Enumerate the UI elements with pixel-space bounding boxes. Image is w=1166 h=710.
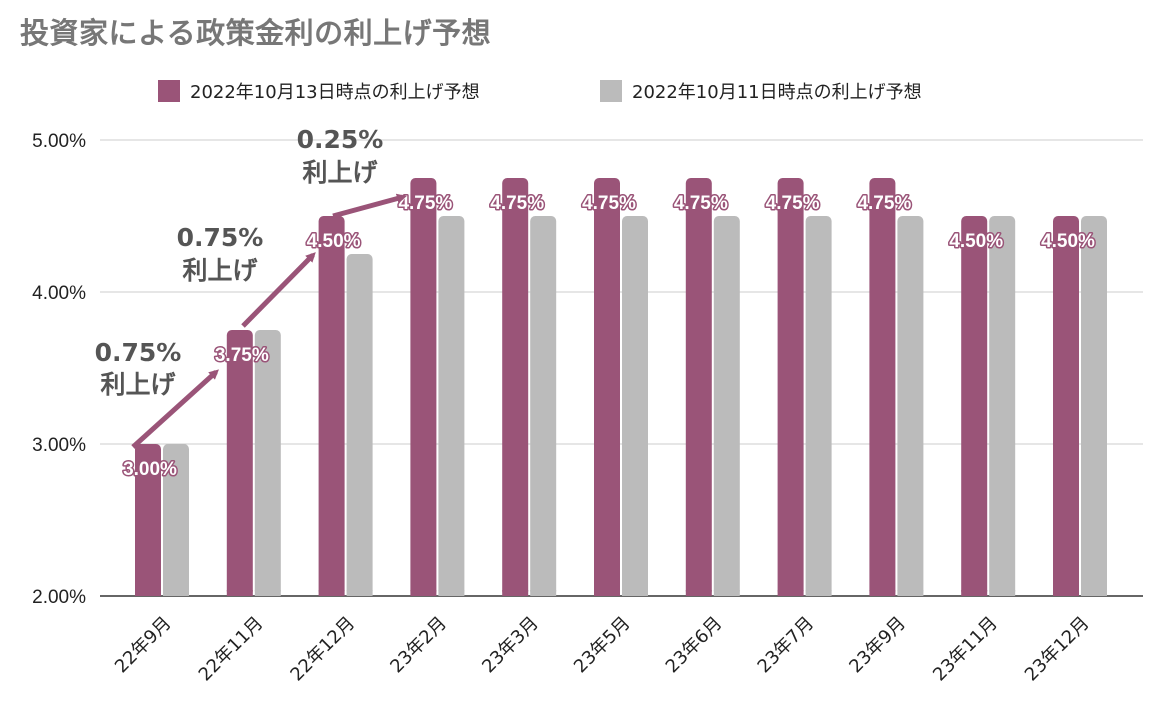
bar-series-2-base <box>989 590 1016 596</box>
data-label-series-1: 4.50% <box>307 231 361 252</box>
x-category-label: 23年12月 <box>1021 613 1094 686</box>
annotation-percent: 0.75% <box>177 223 264 252</box>
bar-series-2-base <box>530 590 557 596</box>
data-label-series-1: 4.75% <box>582 193 636 214</box>
bar-series-1-base <box>961 590 988 596</box>
y-tick-label: 5.00% <box>32 131 86 152</box>
bar-series-1 <box>226 330 253 596</box>
legend-item-series-2: 2022年10月11日時点の利上げ予想 <box>600 74 922 108</box>
data-label-series-1: 3.00% <box>123 459 177 480</box>
bar-series-1 <box>318 216 345 596</box>
x-category-label: 22年12月 <box>286 613 359 686</box>
x-category-label: 22年9月 <box>111 613 176 678</box>
x-category-label: 22年11月 <box>195 613 268 686</box>
legend-swatch-series-2 <box>600 80 622 102</box>
data-label-series-1: 4.75% <box>766 193 820 214</box>
bar-series-1-base <box>777 590 804 596</box>
bar-series-1 <box>135 444 161 596</box>
legend-label-series-1: 2022年10月13日時点の利上げ予想 <box>190 82 480 103</box>
bar-series-2-base <box>622 590 648 596</box>
bar-series-2-base <box>897 590 924 596</box>
bar-series-2 <box>713 216 740 596</box>
x-category-label: 23年9月 <box>845 613 910 678</box>
legend-item-series-1: 2022年10月13日時点の利上げ予想 <box>158 74 480 108</box>
annotation-caption: 利上げ <box>302 158 378 187</box>
bar-series-1 <box>961 216 988 596</box>
y-tick-label: 3.00% <box>32 435 86 456</box>
annotation-caption: 利上げ <box>100 370 176 399</box>
data-label-series-1: 4.75% <box>490 193 544 214</box>
y-tick-label: 4.00% <box>32 283 86 304</box>
bar-series-1-base <box>410 590 437 596</box>
x-category-label: 23年7月 <box>754 613 819 678</box>
bar-series-1 <box>777 178 804 596</box>
bar-series-1-base <box>685 590 712 596</box>
bar-series-2 <box>897 216 924 596</box>
bar-series-2-base <box>346 590 373 596</box>
legend-swatch-series-1 <box>158 80 180 102</box>
bar-series-2-base <box>805 590 832 596</box>
data-label-series-1: 3.75% <box>215 345 269 366</box>
data-label-series-1: 4.50% <box>949 231 1003 252</box>
bar-series-2 <box>805 216 832 596</box>
bar-series-1 <box>869 178 896 596</box>
bar-series-1-base <box>318 590 345 596</box>
bar-series-2 <box>438 216 465 596</box>
annotation-arrow <box>332 193 407 219</box>
annotation-percent: 0.75% <box>95 338 182 367</box>
bar-series-1-base <box>1053 590 1079 596</box>
data-label-series-1: 4.75% <box>674 193 728 214</box>
data-label-series-1: 4.50% <box>1041 231 1095 252</box>
legend-label-series-2: 2022年10月11日時点の利上げ予想 <box>632 82 922 103</box>
data-label-series-1: 4.75% <box>398 193 452 214</box>
bar-series-1 <box>410 178 437 596</box>
bar-series-1-base <box>502 590 529 596</box>
bar-series-2 <box>254 330 281 596</box>
bar-series-1 <box>685 178 712 596</box>
bar-series-2-base <box>163 590 189 596</box>
bar-series-2-base <box>438 590 465 596</box>
annotation-percent: 0.25% <box>297 125 384 154</box>
x-category-label: 23年11月 <box>929 613 1002 686</box>
bar-series-1-base <box>869 590 896 596</box>
bar-series-2 <box>530 216 557 596</box>
bar-series-2 <box>1081 216 1107 596</box>
bar-series-2-base <box>1081 590 1107 596</box>
bar-series-2 <box>622 216 648 596</box>
bar-series-2 <box>163 444 189 596</box>
bar-series-1 <box>594 178 620 596</box>
bar-series-2 <box>989 216 1016 596</box>
chart-title: 投資家による政策金利の利上げ予想 <box>20 16 492 50</box>
y-tick-label: 2.00% <box>32 587 86 608</box>
chart-legend: 2022年10月13日時点の利上げ予想 2022年10月11日時点の利上げ予想 <box>0 74 1166 108</box>
annotation-caption: 利上げ <box>182 256 258 285</box>
bar-series-1-base <box>594 590 620 596</box>
annotation-arrow <box>131 369 219 449</box>
bar-series-1-base <box>226 590 253 596</box>
x-category-label: 23年6月 <box>662 613 727 678</box>
x-category-label: 23年3月 <box>478 613 543 678</box>
bar-series-2-base <box>254 590 281 596</box>
annotation-arrow <box>241 252 316 328</box>
bar-series-1 <box>1053 216 1079 596</box>
bar-series-2-base <box>713 590 740 596</box>
bar-series-1 <box>502 178 529 596</box>
bar-series-1-base <box>135 590 161 596</box>
data-label-series-1: 4.75% <box>857 193 911 214</box>
bar-series-2 <box>346 254 373 596</box>
x-category-label: 23年5月 <box>570 613 635 678</box>
x-category-label: 23年2月 <box>386 613 451 678</box>
